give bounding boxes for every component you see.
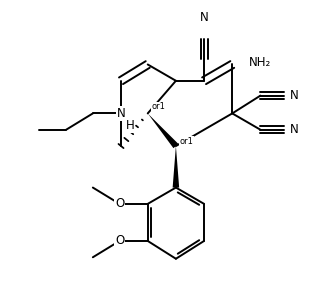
Text: or1: or1 [151, 103, 165, 111]
Text: H: H [126, 119, 134, 132]
Text: O: O [115, 235, 124, 247]
Text: O: O [115, 197, 124, 210]
Text: N: N [290, 123, 298, 136]
Text: N: N [290, 89, 298, 102]
Polygon shape [173, 146, 179, 187]
Text: N: N [117, 107, 125, 120]
Polygon shape [148, 114, 178, 148]
Text: NH₂: NH₂ [248, 56, 271, 69]
Text: or1: or1 [179, 137, 193, 146]
Text: N: N [200, 10, 208, 24]
